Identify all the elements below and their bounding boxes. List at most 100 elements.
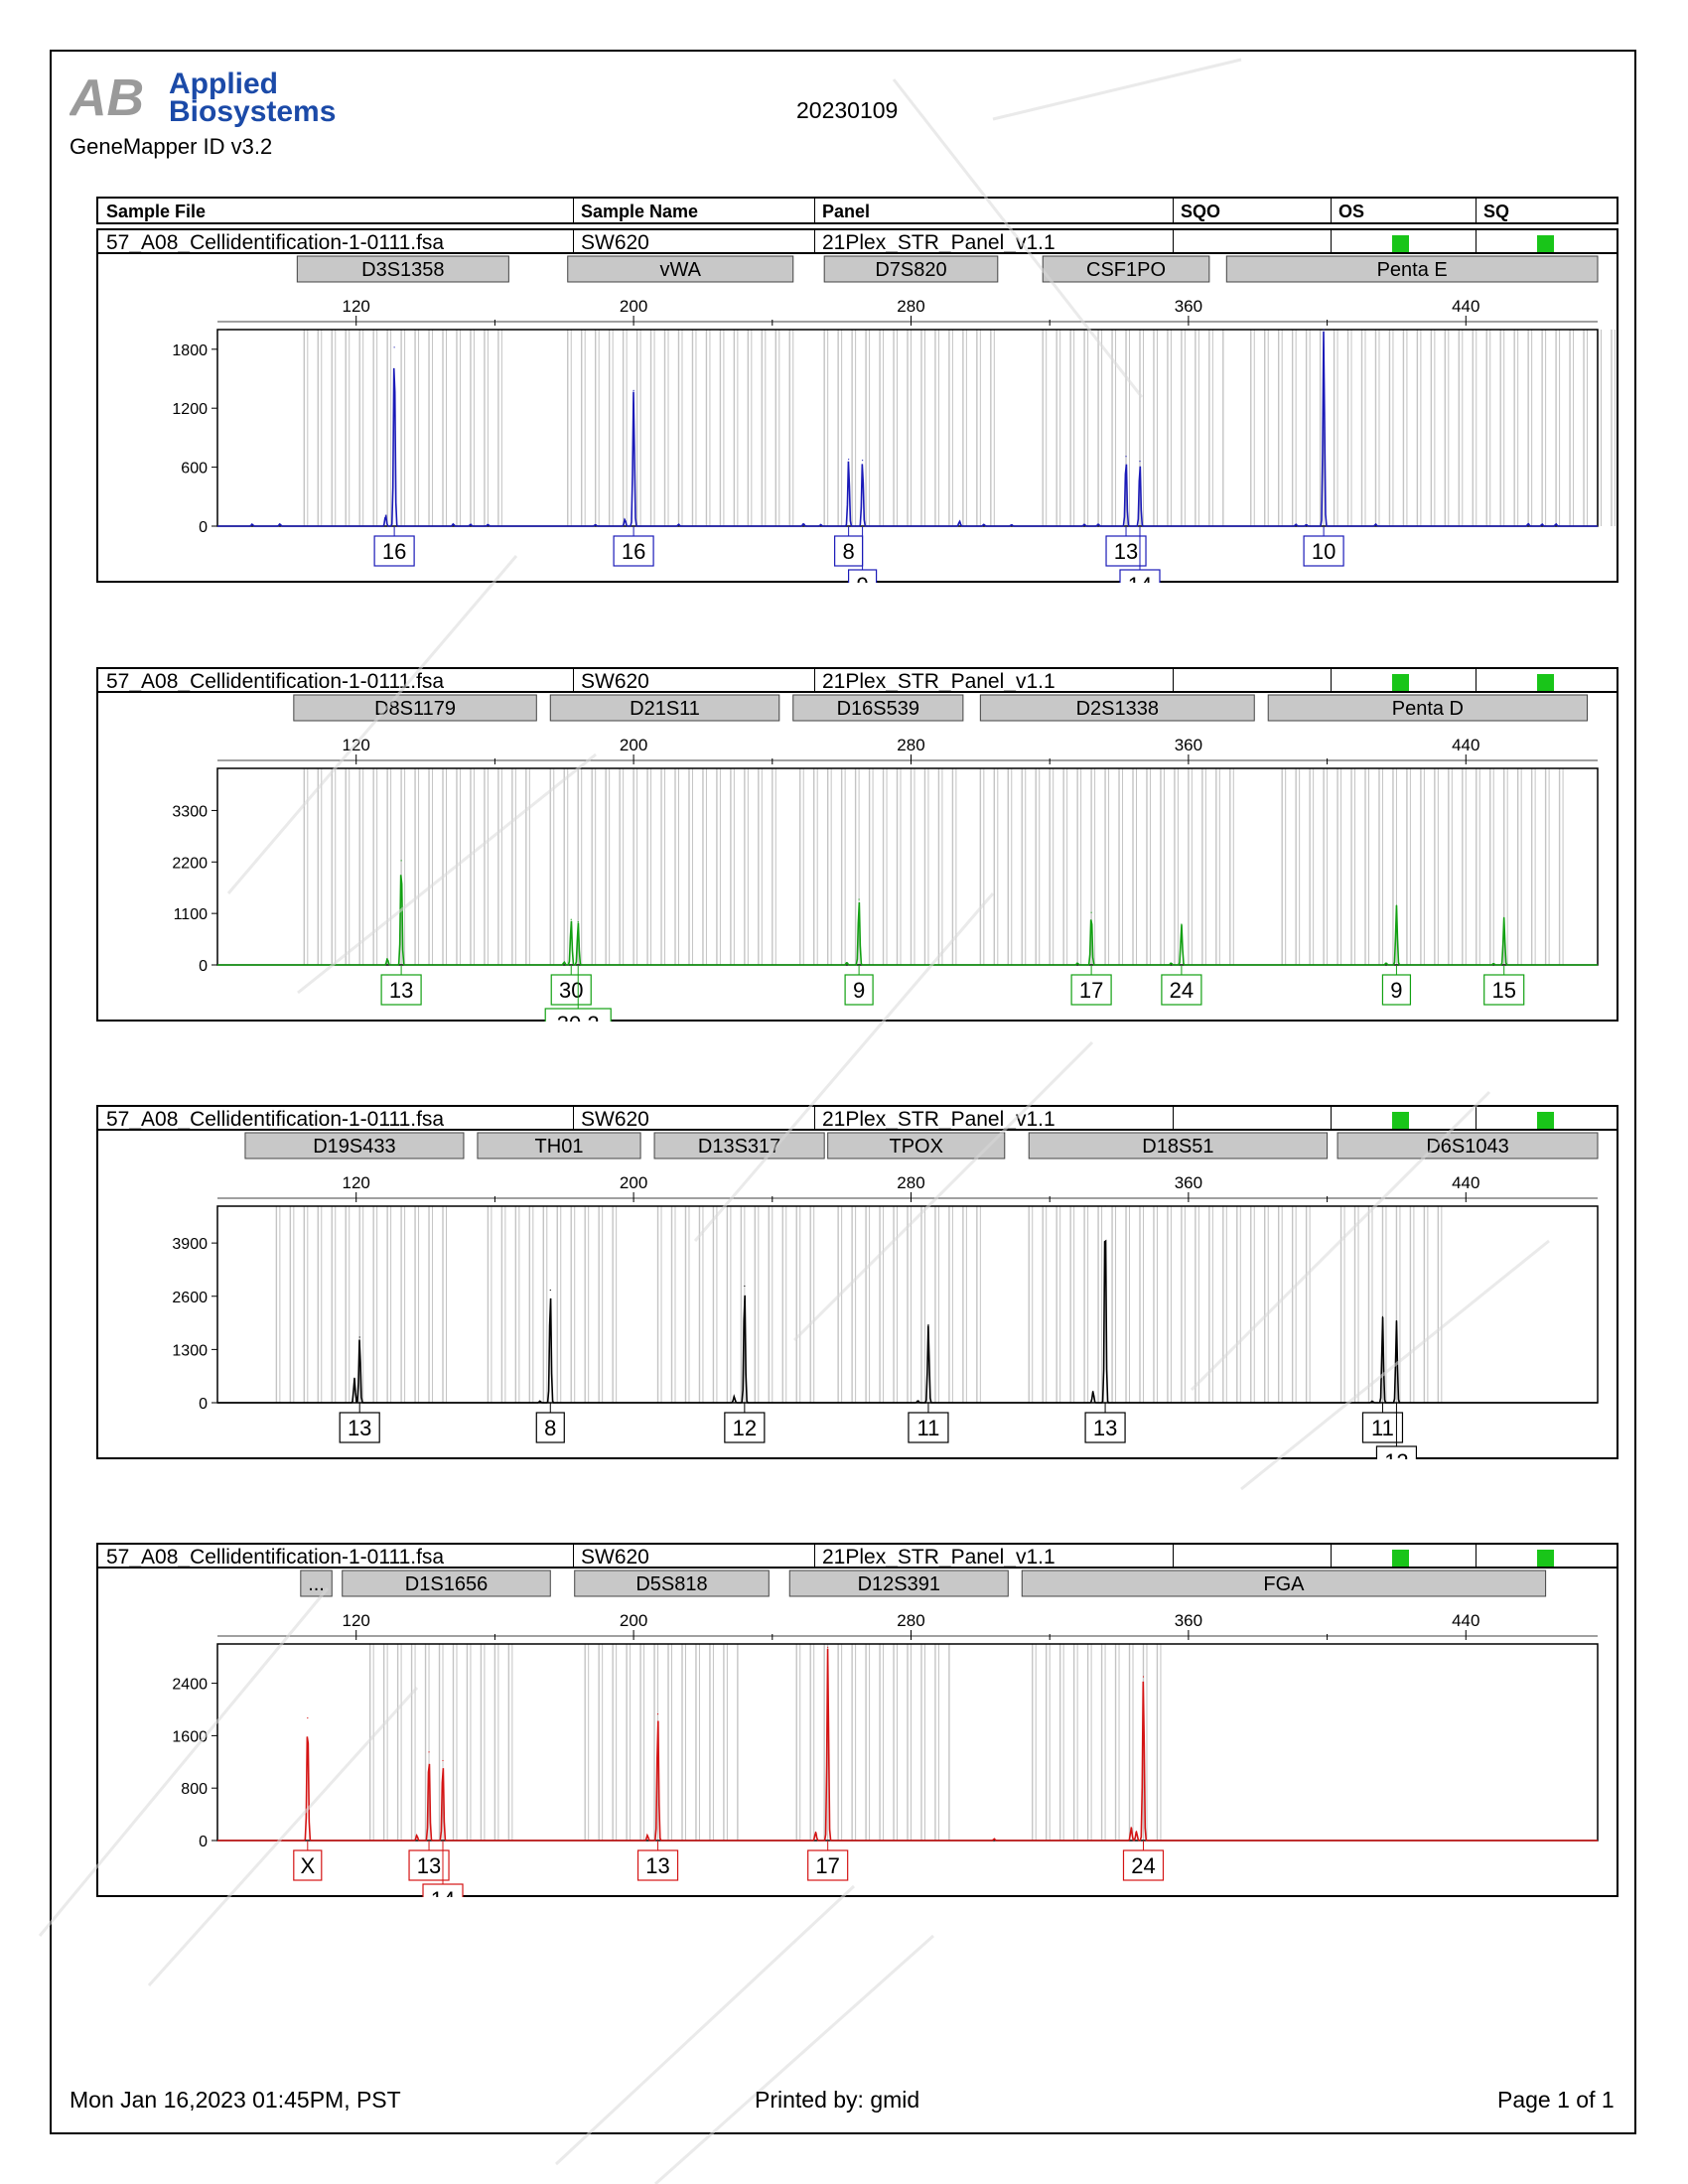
y-tick-label: 1800: [172, 342, 208, 359]
col-os: OS: [1338, 202, 1365, 221]
allele-call-label: 8: [544, 1416, 556, 1440]
peak-point: [570, 918, 572, 920]
peak-point: [827, 1646, 829, 1648]
col-panel: Panel: [822, 202, 871, 221]
marker-bar-box: [296, 255, 509, 283]
x-tick-label: 200: [620, 1173, 647, 1192]
marker-label: D8S1179: [374, 698, 456, 720]
peak-point: [1130, 1827, 1132, 1829]
peak-point: [470, 523, 472, 525]
sample-name-value: SW620: [581, 670, 649, 693]
col-sample-name: Sample Name: [581, 202, 699, 221]
allele-call-box: [1084, 1412, 1126, 1443]
allele-call-box: [422, 1883, 464, 1897]
peak-point: [1381, 1315, 1384, 1317]
x-tick-label: 280: [897, 297, 924, 316]
y-tick-label: 0: [199, 1834, 208, 1850]
applied-biosystems-logo: AB Applied Biosystems: [70, 68, 336, 128]
allele-call-box: [908, 1412, 949, 1443]
peak-point: [442, 1759, 444, 1762]
marker-bar: D18S51: [1028, 1132, 1329, 1160]
allele-call-label: 14: [1128, 573, 1152, 583]
x-tick-label: 440: [1452, 1173, 1479, 1192]
marker-label: ...: [308, 1573, 325, 1595]
marker-bar: TH01: [477, 1132, 641, 1160]
allele-call: 17: [807, 1841, 849, 1881]
marker-bar: D5S818: [574, 1570, 770, 1597]
peak-point: [307, 1716, 309, 1719]
peak-point: [1395, 904, 1398, 906]
allele-call-label: 9: [1390, 978, 1402, 1003]
marker-label: D12S391: [858, 1573, 940, 1595]
marker-bar-box: [1225, 255, 1599, 283]
peak-point: [733, 1396, 735, 1398]
sample-file-value: 57_A08_Cellidentification-1-0111.fsa: [106, 1546, 445, 1569]
peak-point: [1090, 911, 1092, 913]
y-tick-label: 600: [181, 461, 208, 478]
marker-label: vWA: [660, 259, 702, 281]
peak-point: [916, 1400, 919, 1402]
column-divider: [1476, 669, 1477, 691]
peak-point: [251, 523, 253, 525]
allele-call-label: 14: [431, 1887, 455, 1897]
column-divider: [1476, 230, 1477, 252]
marker-bar: Penta D: [1267, 694, 1589, 722]
allele-call-label: 17: [1079, 978, 1103, 1003]
peak-point: [983, 523, 985, 525]
x-tick-label: 200: [620, 1611, 647, 1630]
peak-point: [595, 523, 597, 526]
os-status-indicator: [1392, 235, 1409, 252]
y-tick-label: 2400: [172, 1677, 208, 1694]
column-divider: [814, 669, 815, 691]
peak-point: [353, 1377, 355, 1379]
x-tick-label: 120: [343, 736, 370, 754]
marker-bar-box: [574, 1570, 770, 1597]
column-divider: [573, 1545, 574, 1567]
x-tick-label: 280: [897, 736, 924, 754]
marker-bar: D1S1656: [342, 1570, 551, 1597]
peak-point: [646, 1835, 648, 1837]
peak-point: [279, 523, 281, 525]
column-divider: [1173, 1545, 1174, 1567]
marker-label: D18S51: [1142, 1136, 1213, 1158]
allele-call: 16: [613, 526, 654, 567]
marker-label: FGA: [1263, 1573, 1305, 1595]
peak-point: [1374, 523, 1377, 525]
y-tick-label: 2200: [172, 855, 208, 872]
x-tick-label: 200: [620, 297, 647, 316]
allele-call-box: [544, 1008, 612, 1022]
electropherogram-panel-red: 57_A08_Cellidentification-1-0111.fsa SW62…: [96, 1543, 1618, 1950]
electropherogram-panel-black: 57_A08_Cellidentification-1-0111.fsa SW62…: [96, 1105, 1618, 1512]
peak-point: [1371, 1400, 1373, 1402]
marker-bar: CSF1PO: [1042, 255, 1210, 283]
y-tick-label: 3300: [172, 803, 208, 820]
allele-call: 13: [408, 1841, 450, 1881]
peak-point: [539, 1400, 541, 1402]
allele-call-label: 16: [622, 539, 645, 564]
sample-name-value: SW620: [581, 1546, 649, 1569]
column-divider: [573, 1107, 574, 1129]
allele-bins: [303, 330, 1616, 526]
electropherogram-plot: D8S1179 D21S11 D16S539 D2S1338 Penta D 120 200…: [172, 694, 1599, 1022]
footer-printed-date: Mon Jan 16,2023 01:45PM, PST: [70, 2087, 401, 2113]
column-divider: [1331, 230, 1332, 252]
peak-point: [1503, 916, 1505, 918]
panel-info-row: 57_A08_Cellidentification-1-0111.fsa SW62…: [96, 1105, 1618, 1131]
os-status-indicator: [1392, 1112, 1409, 1129]
peak-point: [416, 1835, 418, 1837]
marker-bar: D12S391: [788, 1570, 1009, 1597]
marker-bar: D19S433: [244, 1132, 465, 1160]
marker-label: Penta E: [1377, 259, 1448, 281]
marker-bar: FGA: [1021, 1570, 1547, 1597]
sq-status-indicator: [1537, 1112, 1554, 1129]
marker-label: TH01: [535, 1136, 584, 1158]
panel-info-row: 57_A08_Cellidentification-1-0111.fsa SW62…: [96, 1543, 1618, 1569]
y-tick-label: 1300: [172, 1342, 208, 1359]
electropherogram-plot: D3S1358 vWA D7S820 CSF1PO Penta E 120 200 280 36…: [172, 255, 1616, 583]
allele-call-box: [847, 569, 878, 583]
marker-label: D19S433: [313, 1136, 395, 1158]
allele-call-box: [339, 1412, 380, 1443]
peak-point: [400, 860, 402, 862]
allele-call-label: 24: [1170, 978, 1194, 1003]
peak-point: [1011, 524, 1013, 526]
